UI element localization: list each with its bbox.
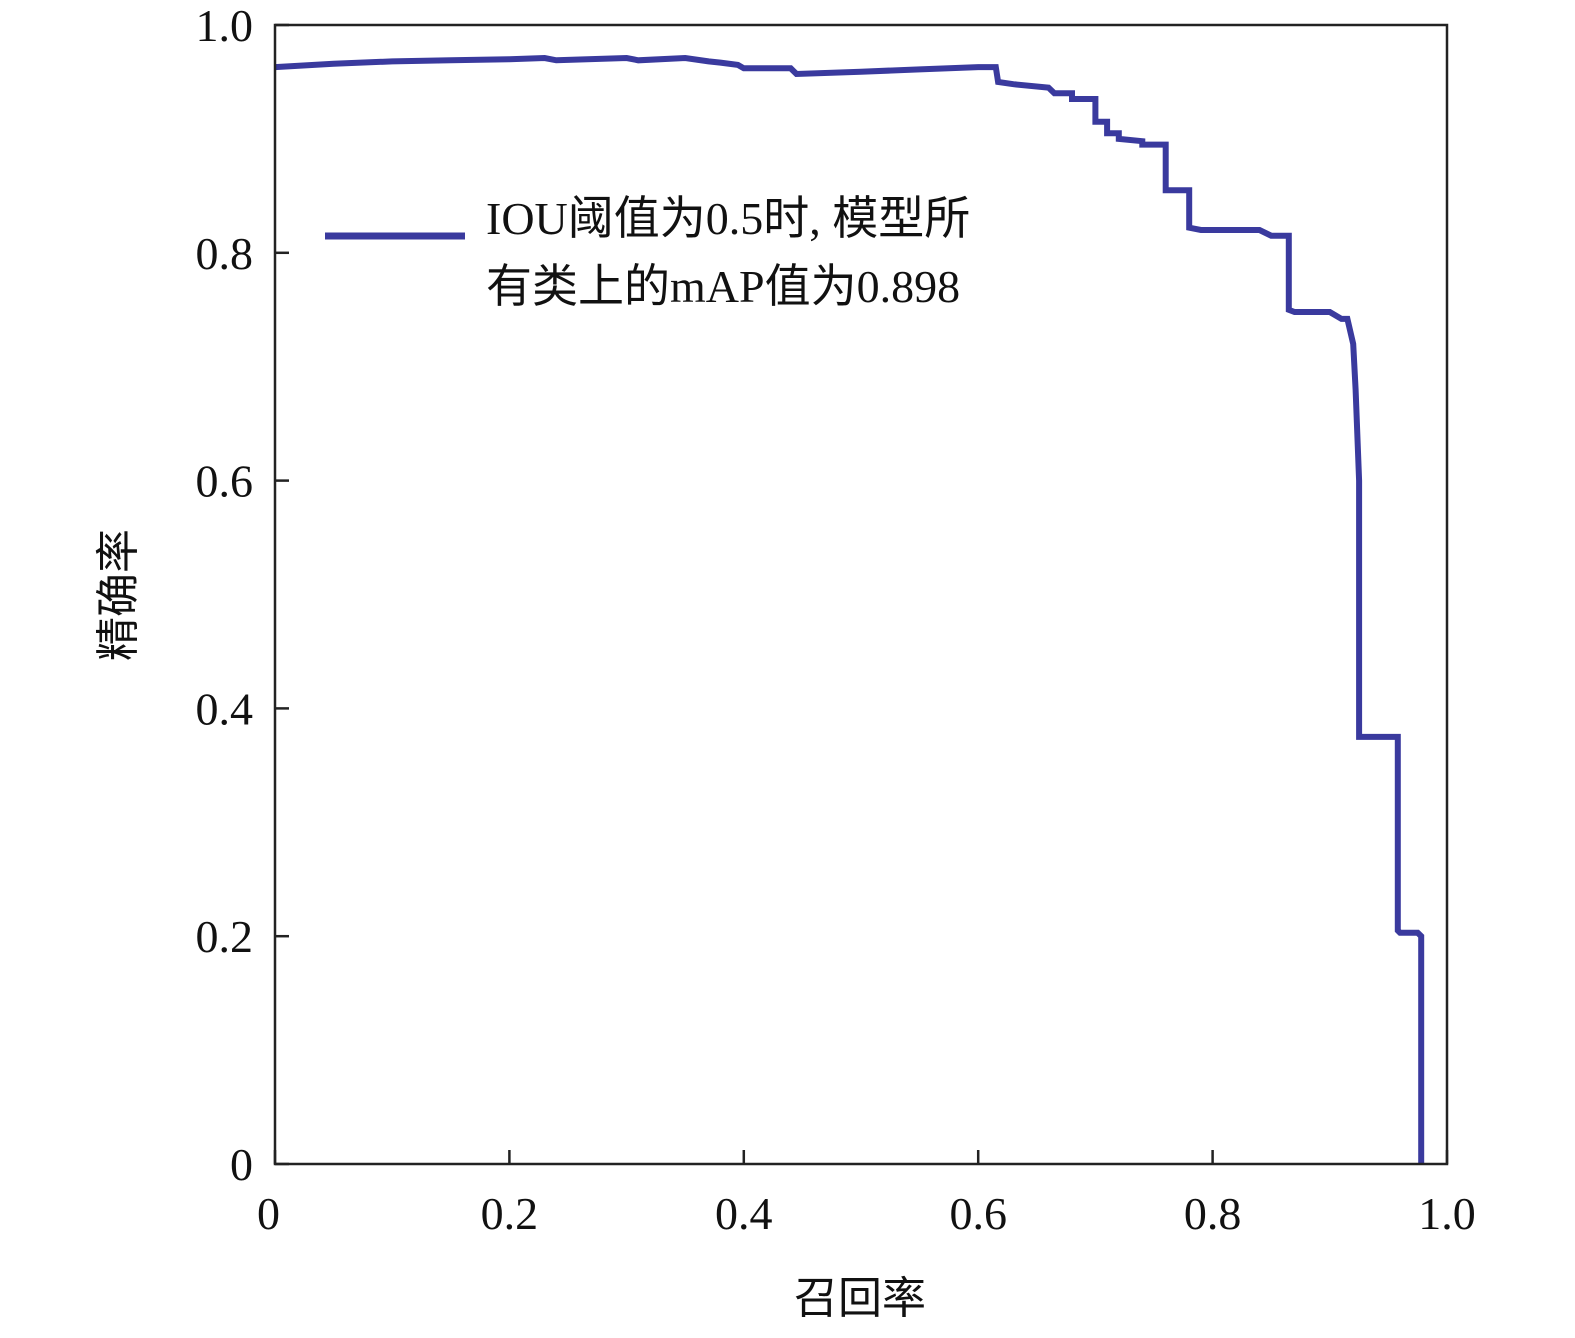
y-tick-label: 0.4: [196, 683, 254, 734]
y-axis-title: 精确率: [93, 529, 144, 661]
y-tick-label: 0.2: [196, 911, 254, 962]
y-tick-label: 0: [230, 1139, 253, 1190]
legend-text-line1: IOU阈值为0.5时, 模型所: [486, 193, 970, 244]
x-axis-title: 召回率: [794, 1273, 926, 1324]
legend-text-line2: 有类上的mAP值为0.898: [486, 261, 960, 312]
series-layer: [274, 54, 1425, 1164]
x-tick-label: 0.6: [949, 1188, 1007, 1239]
y-tick-label: 0.8: [196, 228, 254, 279]
x-tick-label: 0.8: [1184, 1188, 1242, 1239]
x-tick-label: 0.4: [715, 1188, 773, 1239]
y-axis-ticks: [275, 23, 289, 1166]
x-tick-label: 0: [257, 1188, 280, 1239]
x-axis-tick-labels: 0 0.2 0.4 0.6 0.8 1.0: [257, 1188, 1476, 1239]
y-tick-label: 1.0: [196, 0, 254, 51]
series-line: [274, 54, 1425, 1164]
legend: IOU阈值为0.5时, 模型所 有类上的mAP值为0.898: [325, 193, 970, 312]
y-tick-label: 0.6: [196, 456, 254, 507]
plot-frame: [273, 23, 1449, 1166]
x-tick-label: 0.2: [481, 1188, 539, 1239]
x-axis-ticks: [273, 1150, 1449, 1164]
x-tick-label: 1.0: [1418, 1188, 1476, 1239]
y-axis-tick-labels: 0 0.2 0.4 0.6 0.8 1.0: [196, 0, 254, 1190]
